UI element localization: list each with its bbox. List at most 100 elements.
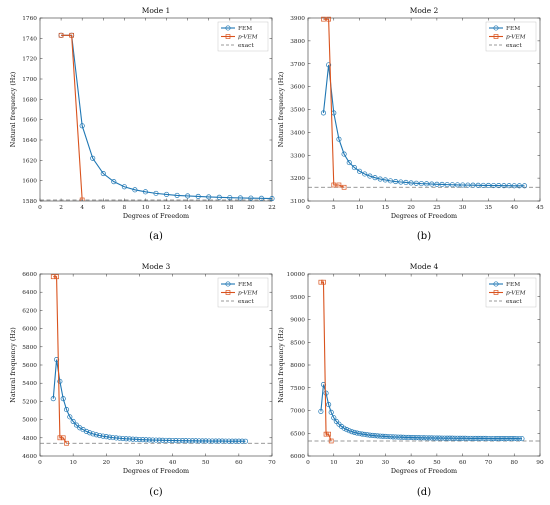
fem-data-point — [393, 434, 399, 440]
y-tick-label: 3900 — [290, 16, 305, 22]
fem-data-point — [136, 436, 142, 443]
fem-data-point — [429, 181, 435, 187]
fem-data-point — [100, 433, 106, 439]
fem-data-point — [454, 435, 461, 441]
y-tick-label: 6500 — [290, 431, 305, 437]
fem-data-point — [357, 431, 363, 437]
fem-data-point — [331, 415, 337, 421]
fem-data-point — [454, 182, 461, 188]
fem-data-point — [447, 435, 453, 441]
fem-data-point — [460, 182, 466, 188]
legend-pvem-marker — [493, 34, 499, 39]
x-tick-label: 10 — [69, 460, 77, 466]
fem-data-point — [79, 123, 85, 129]
y-axis-label: Natural frequency (Hz) — [277, 72, 285, 147]
fem-data-point — [449, 182, 455, 188]
x-tick-label: 40 — [407, 460, 415, 466]
fem-data-point — [70, 418, 76, 424]
x-tick-label: 40 — [169, 460, 177, 466]
x-tick-label: 20 — [247, 205, 255, 211]
fem-data-point — [156, 437, 162, 443]
legend-pvem-marker — [225, 290, 231, 295]
fem-series-line — [320, 384, 522, 440]
pvem-data-point — [331, 182, 337, 188]
fem-data-point — [153, 190, 159, 196]
fem-data-point — [326, 62, 332, 68]
pvem-data-point — [50, 274, 56, 280]
fem-data-point — [206, 194, 212, 200]
fem-data-point — [185, 193, 191, 199]
x-tick-label: 20 — [103, 460, 111, 466]
fem-data-point — [387, 434, 394, 440]
fem-data-point — [232, 438, 239, 444]
y-axis-label: Natural frequency (Hz) — [9, 327, 17, 402]
x-tick-label: 8 — [123, 205, 127, 211]
fem-data-point — [377, 176, 383, 182]
fem-data-point — [429, 435, 435, 441]
pvem-data-point — [54, 274, 59, 280]
fem-data-point — [418, 435, 424, 441]
x-tick-label: 4 — [80, 205, 84, 211]
legend-exact-label: exact — [506, 43, 522, 49]
fem-data-point — [424, 435, 430, 441]
fem-data-point — [341, 425, 347, 431]
y-tick-label: 1740 — [22, 36, 37, 42]
fem-data-point — [227, 195, 233, 201]
fem-data-point — [176, 438, 182, 444]
y-tick-label: 3400 — [290, 130, 305, 136]
fem-data-point — [475, 182, 481, 188]
y-tick-label: 6600 — [22, 272, 37, 278]
x-tick-label: 35 — [485, 205, 493, 211]
x-tick-label: 2 — [59, 205, 63, 211]
panel-caption: (b) — [417, 231, 431, 242]
fem-data-point — [223, 438, 229, 444]
x-tick-label: 10 — [142, 205, 150, 211]
fem-data-point — [372, 433, 378, 439]
fem-data-point — [73, 422, 80, 428]
fem-data-point — [387, 178, 394, 184]
fem-data-point — [90, 431, 96, 437]
fem-data-point — [478, 435, 484, 442]
fem-data-point — [166, 437, 172, 443]
y-tick-label: 1680 — [22, 97, 37, 103]
pvem-data-point — [69, 32, 74, 38]
y-tick-label: 3300 — [290, 153, 305, 159]
fem-data-point — [110, 435, 116, 441]
x-axis-label: Degrees of Freedom — [391, 212, 457, 220]
legend: FEM p-VEM exact — [217, 277, 269, 308]
x-tick-label: 50 — [433, 460, 441, 466]
fem-data-point — [460, 435, 466, 441]
y-tick-label: 5600 — [22, 363, 37, 369]
pvem-data-point — [323, 431, 329, 437]
fem-data-point — [491, 435, 497, 442]
pvem-data-point — [341, 184, 347, 190]
fem-data-point — [382, 433, 388, 440]
y-tick-label: 6000 — [290, 454, 305, 460]
fem-data-point — [372, 175, 378, 181]
fem-data-point — [485, 182, 491, 189]
x-tick-label: 18 — [226, 205, 234, 211]
fem-data-point — [193, 438, 199, 444]
x-tick-label: 90 — [536, 460, 544, 466]
fem-data-point — [364, 432, 370, 438]
fem-data-point — [239, 438, 245, 444]
fem-data-point — [393, 179, 399, 185]
fem-data-point — [126, 436, 133, 442]
pvem-data-point — [58, 32, 64, 38]
plot-marks — [40, 32, 275, 201]
fem-data-point — [213, 438, 219, 444]
legend-exact-label: exact — [238, 299, 254, 305]
plot-marks — [308, 16, 540, 190]
fem-data-point — [120, 435, 126, 442]
fem-data-point — [449, 435, 455, 441]
fem-data-point — [203, 438, 209, 444]
fem-data-point — [170, 437, 176, 444]
fem-data-point — [509, 436, 515, 442]
fem-data-point — [511, 183, 517, 189]
pvem-series-line — [320, 281, 332, 442]
fem-series-line — [52, 359, 246, 442]
fem-data-point — [248, 195, 254, 201]
panel-caption: (d) — [417, 487, 431, 498]
fem-data-point — [421, 435, 427, 441]
fem-data-point — [163, 437, 169, 443]
